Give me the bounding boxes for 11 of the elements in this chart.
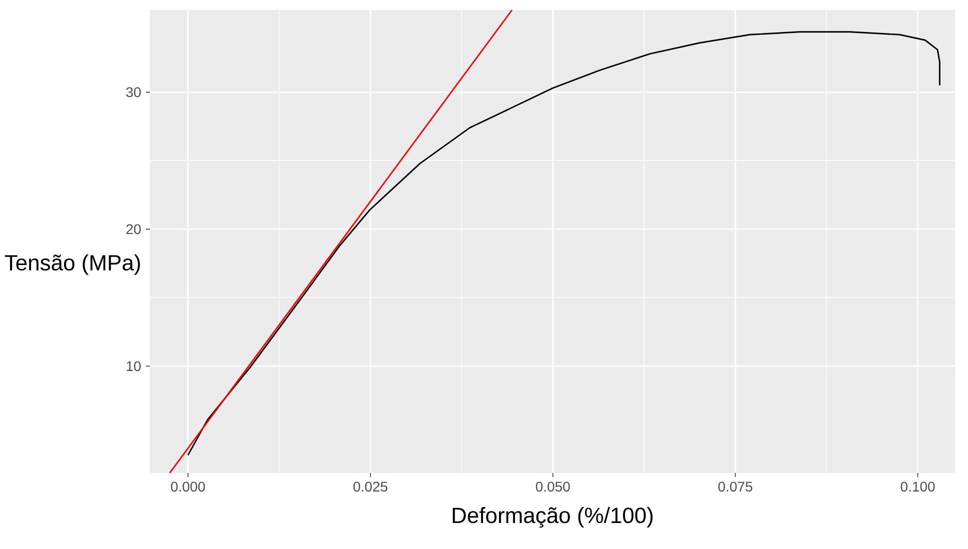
x-tick-label: 0.000: [170, 482, 205, 492]
x-tick-label: 0.075: [718, 482, 752, 492]
y-tick-label: 10: [126, 361, 141, 372]
x-axis-title: Deformação (%/100): [452, 507, 653, 528]
y-axis-title: Tensão (MPa): [4, 254, 140, 275]
y-tick-label: 20: [126, 224, 141, 234]
x-tick-label: 0.100: [900, 482, 935, 492]
x-tick-label: 0.050: [536, 482, 570, 492]
x-tick-label: 0.025: [353, 482, 388, 492]
line-series: [187, 31, 940, 456]
y-tick-label: 30: [126, 87, 141, 98]
